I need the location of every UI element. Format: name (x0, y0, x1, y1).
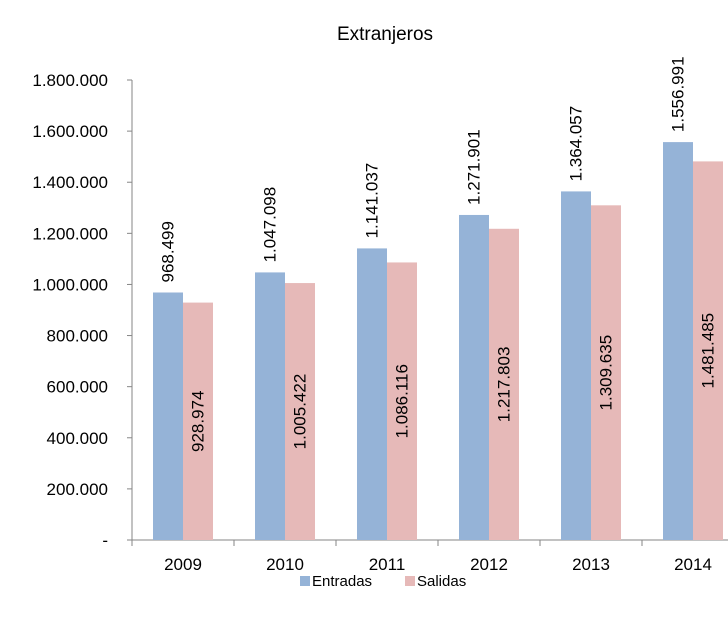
data-labels: 968.499 928.974 1.047.098 1.005.422 1.141.03… (159, 56, 718, 452)
bar-salidas-2013 (591, 205, 621, 541)
data-label-salidas-2011: 1.086.116 (393, 364, 412, 438)
y-tick-label: 600.000 (47, 378, 108, 397)
chart-title: Extranjeros (337, 24, 433, 45)
bar-entradas-2010 (255, 272, 285, 540)
legend-label-salidas: Salidas (417, 573, 466, 590)
data-label-salidas-2012: 1.217.803 (495, 347, 514, 423)
bar-entradas-2009 (153, 292, 183, 540)
bar-entradas-2014 (663, 142, 693, 540)
data-label-salidas-2009: 928.974 (189, 391, 208, 452)
y-tick-label: 400.000 (47, 429, 108, 448)
data-label-entradas-2009: 968.499 (159, 221, 178, 282)
x-tick-label: 2009 (164, 555, 202, 574)
bar-salidas-2011 (387, 262, 417, 540)
y-tick-label: 1.000.000 (32, 275, 108, 294)
x-tick-label: 2012 (470, 555, 508, 574)
bar-salidas-2009 (183, 302, 213, 540)
data-label-salidas-2010: 1.005.422 (291, 374, 310, 450)
legend: Entradas Salidas (300, 573, 466, 590)
bar-entradas-2011 (357, 248, 387, 540)
x-tick-label: 2010 (266, 555, 304, 574)
data-label-entradas-2013: 1.364.057 (567, 106, 586, 182)
legend-label-entradas: Entradas (312, 573, 372, 590)
x-tick-label: 2011 (369, 555, 406, 574)
data-label-entradas-2011: 1.141.037 (363, 163, 382, 239)
y-tick-label: 1.600.000 (32, 122, 108, 141)
y-tick-label: 1.400.000 (32, 173, 108, 192)
y-tick-label: 200.000 (47, 480, 108, 499)
legend-swatch-salidas (405, 576, 415, 586)
bar-entradas-2012 (459, 214, 489, 541)
y-tick-label: - (102, 531, 108, 550)
x-axis: 2009 2010 2011 2012 2013 2014 (131, 539, 728, 574)
y-tick-label: 1.200.000 (32, 224, 108, 243)
x-tick-label: 2014 (674, 555, 712, 574)
bar-salidas-2012 (489, 228, 519, 540)
y-tick-label: 800.000 (47, 327, 108, 346)
x-tick-label: 2013 (572, 555, 610, 574)
y-axis: - 200.000 400.000 600.000 800.000 1.000.000 1.… (32, 71, 133, 550)
bar-entradas-2013 (561, 191, 591, 540)
data-label-entradas-2012: 1.271.901 (465, 129, 484, 205)
bar-salidas-2014 (693, 161, 723, 540)
data-label-entradas-2014: 1.556.991 (669, 56, 688, 132)
data-label-salidas-2014: 1.481.485 (699, 313, 718, 389)
legend-swatch-entradas (300, 576, 310, 586)
bar-salidas-2010 (285, 283, 315, 540)
data-label-entradas-2010: 1.047.098 (261, 187, 280, 263)
y-tick-label: 1.800.000 (32, 71, 108, 90)
data-label-salidas-2013: 1.309.635 (597, 335, 616, 411)
bars (153, 142, 723, 541)
